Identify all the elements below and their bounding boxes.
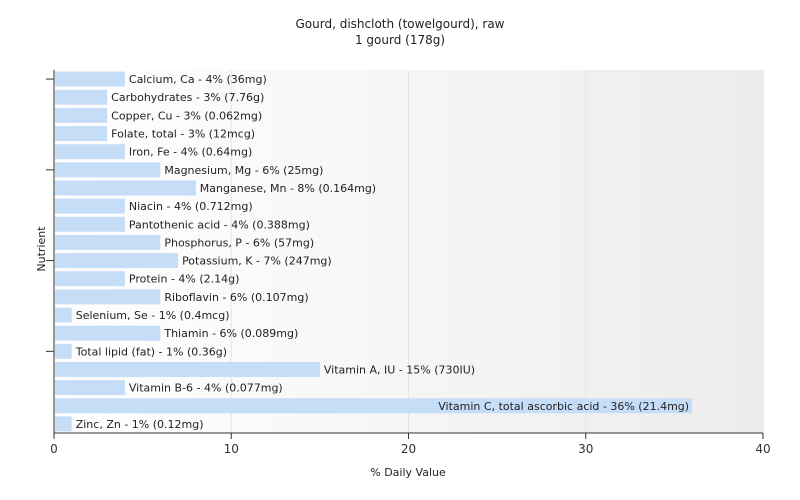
x-tick-label-0: 0 <box>50 442 58 456</box>
bar-label-1: Carbohydrates - 3% (7.76g) <box>111 91 264 104</box>
bar-19 <box>55 416 72 432</box>
bar-13 <box>55 307 72 323</box>
bar-15 <box>55 343 72 359</box>
bar-9 <box>55 234 161 250</box>
bar-label-6: Manganese, Mn - 8% (0.164mg) <box>200 182 376 195</box>
x-tick-label-40: 40 <box>755 442 770 456</box>
bar-label-10: Potassium, K - 7% (247mg) <box>182 255 332 268</box>
bar-11 <box>55 271 125 287</box>
bar-3 <box>55 126 108 142</box>
x-tick-label-10: 10 <box>224 442 239 456</box>
bar-label-0: Calcium, Ca - 4% (36mg) <box>129 73 267 86</box>
bar-label-11: Protein - 4% (2.14g) <box>129 273 240 286</box>
bar-label-5: Magnesium, Mg - 6% (25mg) <box>164 164 323 177</box>
x-axis-label: % Daily Value <box>370 466 446 479</box>
bar-label-14: Thiamin - 6% (0.089mg) <box>163 327 298 340</box>
axes: 0 10 20 30 40 <box>46 70 771 456</box>
bar-2 <box>55 107 108 123</box>
bar-label-15: Total lipid (fat) - 1% (0.36g) <box>75 345 227 358</box>
bar-1 <box>55 89 108 105</box>
y-axis-label: Nutrient <box>35 226 48 272</box>
bar-label-7: Niacin - 4% (0.712mg) <box>129 200 253 213</box>
bar-6 <box>55 180 196 196</box>
chart-subtitle: 1 gourd (178g) <box>355 33 445 47</box>
bar-label-13: Selenium, Se - 1% (0.4mcg) <box>76 309 230 322</box>
chart-title: Gourd, dishcloth (towelgourd), raw <box>296 17 505 31</box>
bar-18 <box>55 398 693 414</box>
bar-label-17: Vitamin B-6 - 4% (0.077mg) <box>129 382 283 395</box>
bar-10 <box>55 253 179 269</box>
bar-5 <box>55 162 161 178</box>
bar-17 <box>55 380 125 396</box>
bar-label-9: Phosphorus, P - 6% (57mg) <box>164 236 314 249</box>
bar-label-2: Copper, Cu - 3% (0.062mg) <box>111 109 262 122</box>
bar-label-12: Riboflavin - 6% (0.107mg) <box>164 291 308 304</box>
x-tick-label-30: 30 <box>578 442 593 456</box>
bar-label-19: Zinc, Zn - 1% (0.12mg) <box>76 418 204 431</box>
bar-label-3: Folate, total - 3% (12mcg) <box>111 128 255 141</box>
bar-4 <box>55 144 125 160</box>
bar-7 <box>55 198 125 214</box>
bar-14 <box>55 325 161 341</box>
bar-label-18: Vitamin C, total ascorbic acid - 36% (21… <box>438 400 689 413</box>
bar-12 <box>55 289 161 305</box>
bars: Calcium, Ca - 4% (36mg) Carbohydrates - 3… <box>55 71 693 432</box>
bar-8 <box>55 216 125 232</box>
bar-label-4: Iron, Fe - 4% (0.64mg) <box>129 146 252 159</box>
bar-0 <box>55 71 125 87</box>
bar-16 <box>55 361 320 377</box>
bar-label-16: Vitamin A, IU - 15% (730IU) <box>324 363 475 376</box>
bar-label-8: Pantothenic acid - 4% (0.388mg) <box>129 218 310 231</box>
x-tick-label-20: 20 <box>401 442 416 456</box>
